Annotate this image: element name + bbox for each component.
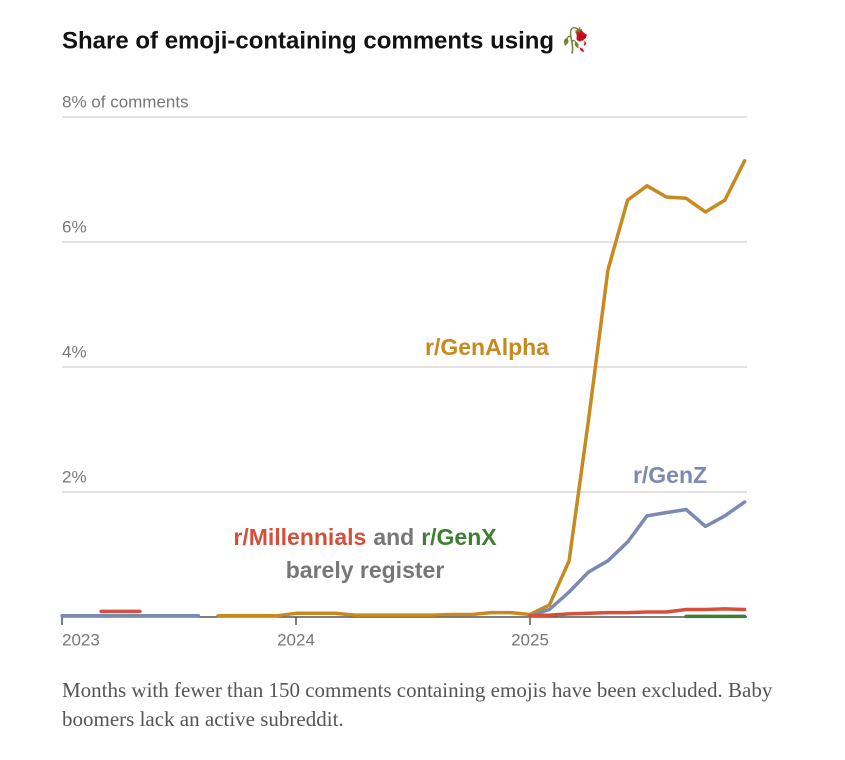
series-line: [99, 607, 747, 618]
series-line: [216, 159, 747, 618]
x-tick-label: 2023: [62, 630, 100, 649]
annotation: r/GenAlpha: [425, 334, 549, 360]
annotation-part: r/Millennials: [233, 524, 366, 550]
y-tick-label: 6%: [62, 217, 87, 236]
y-tick-label: 2%: [62, 467, 87, 486]
chart: Share of emoji-containing comments using…: [60, 25, 747, 649]
series-line: [60, 500, 747, 618]
annotation-part: r/GenX: [421, 524, 497, 550]
annotation-part: and: [373, 524, 414, 550]
x-tick-label: 2024: [277, 630, 315, 649]
footnote: Months with fewer than 150 comments cont…: [62, 678, 773, 731]
y-tick-label: 8% of comments: [62, 92, 189, 111]
annotation: r/Millennials and r/GenX: [233, 524, 497, 550]
y-tick-label: 4%: [62, 342, 87, 361]
x-tick-label: 2025: [511, 630, 549, 649]
annotation: r/GenZ: [633, 462, 707, 488]
chart-title: Share of emoji-containing comments using…: [62, 25, 591, 54]
annotation: barely register: [286, 557, 445, 583]
